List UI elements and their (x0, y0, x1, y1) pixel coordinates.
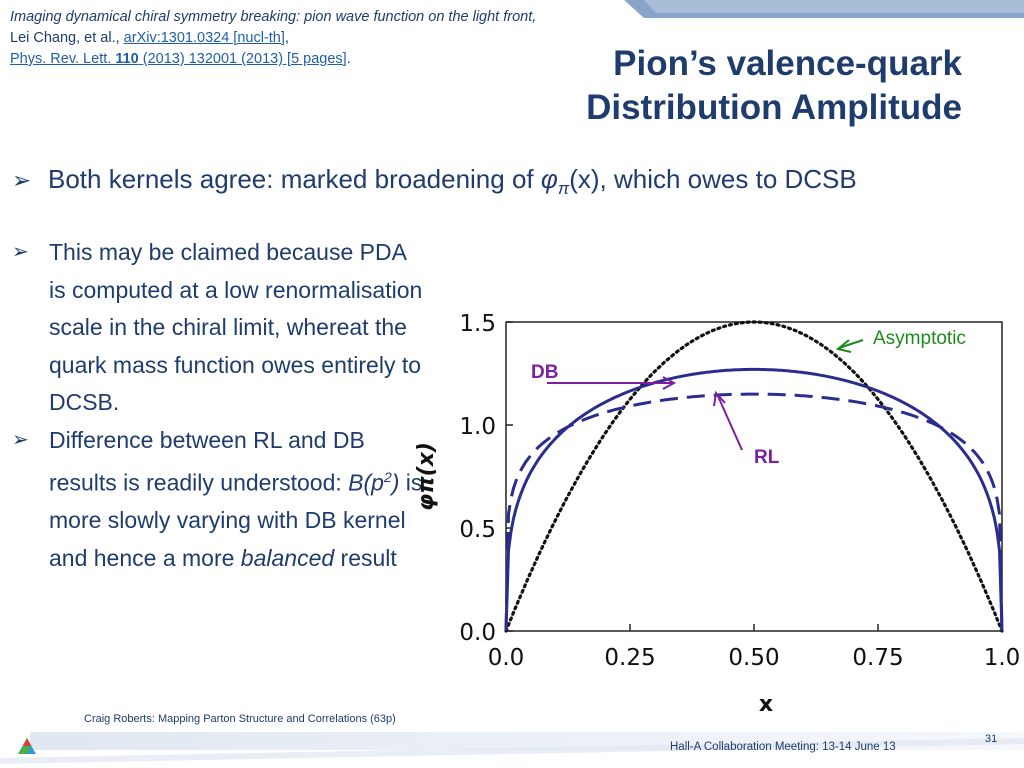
argonne-logo-icon (17, 737, 37, 762)
y-ticks: 0.0 0.5 1.0 1.5 (459, 311, 513, 646)
series-rl (504, 367, 1004, 632)
journal-volume: 110 (115, 51, 139, 67)
x-tick-label: 0.25 (604, 645, 655, 671)
top-decor-band (624, 0, 1024, 18)
arrow-asymptotic (838, 339, 864, 349)
slide-title: Pion’s valence-quark Distribution Amplit… (586, 42, 962, 130)
sub-bullet-2-f: result (334, 544, 397, 571)
annotation-asymptotic: Asymptotic (873, 328, 966, 349)
sub-bullet-2-e: balanced (240, 544, 335, 571)
arrow-rl (716, 393, 743, 451)
annotation-db: DB (531, 362, 558, 383)
annotation-rl: RL (754, 447, 780, 468)
sub-bullet-2-a: Difference between RL and DB results is … (49, 426, 365, 496)
arrow-rl-head (713, 390, 726, 407)
page-number: 31 (985, 733, 998, 745)
citation: Imaging dynamical chiral symmetry breaki… (10, 9, 537, 67)
sub-bullet-list: ➢ This may be claimed because PDA is com… (12, 234, 424, 577)
x-tick-label: 0.50 (728, 645, 779, 671)
phi-symbol: φ (540, 164, 558, 194)
sub-bullet-1-text: This may be claimed because PDA is compu… (49, 239, 423, 415)
arrow-asymptotic-head (835, 339, 852, 353)
journal-link[interactable]: Phys. Rev. Lett. 110 (2013) 132001 (2013… (10, 51, 347, 67)
sub-bullet-2-c: ) (391, 469, 400, 496)
series-db (504, 392, 1004, 632)
arrow-bullet-icon: ➢ (12, 428, 29, 451)
y-tick-label: 0.0 (459, 620, 496, 646)
main-bullet-prefix: Both kernels agree: marked broadening of (48, 164, 541, 194)
sub-bullet-2-d: is more slowly varying with DB kernel an… (49, 469, 423, 571)
arrow-bullet-icon: ➢ (12, 241, 29, 263)
citation-authors: Lei Chang, et al., (10, 30, 120, 46)
x-tick-label: 0.0 (488, 645, 525, 671)
footer-author: Craig Roberts: Mapping Parton Structure … (84, 713, 396, 725)
y-tick-label: 1.5 (459, 311, 496, 337)
x-axis-label: x (759, 692, 773, 717)
citation-title: Imaging dynamical chiral symmetry breaki… (10, 9, 537, 25)
citation-period: . (346, 51, 351, 67)
footer-decor (0, 732, 1024, 764)
pi-subscript: π (557, 179, 570, 199)
arrow-db-head (662, 376, 677, 390)
sub-bullet-2-b: B(p (348, 469, 384, 496)
series-asymptotic (504, 320, 1004, 633)
title-line-2: Distribution Amplitude (586, 88, 962, 127)
sub-bullet-2: ➢ Difference between RL and DB results i… (12, 422, 424, 578)
pda-chart: 0.00.51.01.5 0.0 0.25 0.50 0.75 1.0 φπ(x) x … (414, 311, 1021, 717)
arrow-bullet-icon: ➢ (12, 167, 32, 193)
arxiv-link[interactable]: arXiv:1301.0324 [nucl-th] (123, 30, 285, 46)
sub-bullet-1: ➢ This may be claimed because PDA is com… (12, 234, 424, 422)
title-line-1: Pion’s valence-quark (613, 44, 962, 83)
main-bullet: ➢ Both kernels agree: marked broadening o… (12, 162, 1022, 206)
x-tick-label: 1.0 (984, 645, 1021, 671)
footer-meeting: Hall-A Collaboration Meeting: 13-14 June… (670, 741, 896, 753)
journal-prefix: Phys. Rev. Lett. (10, 51, 112, 67)
y-tick-label: 0.5 (459, 517, 496, 543)
y-axis-label: φπ(x) (414, 442, 439, 511)
x-tick-label: 0.75 (852, 645, 903, 671)
x-ticks: 0.0 0.25 0.50 0.75 1.0 (488, 624, 1021, 671)
main-bullet-suffix: (x), which owes to DCSB (569, 164, 857, 194)
y-tick-label: 1.0 (459, 414, 496, 440)
sub-bullet-2-sup: 2 (383, 469, 392, 485)
journal-rest: (2013) 132001 (2013) [5 pages] (142, 51, 347, 67)
